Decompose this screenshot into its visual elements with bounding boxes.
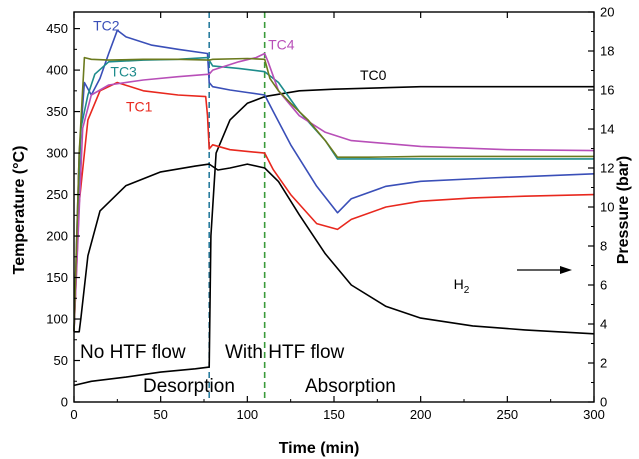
x-tick-label: 100 — [236, 407, 258, 422]
y2-tick-label: 10 — [600, 200, 614, 215]
x-axis-title: Time (min) — [279, 440, 360, 457]
y-tick-label: 150 — [46, 270, 68, 285]
y2-tick-label: 16 — [600, 83, 614, 98]
y-tick-label: 100 — [46, 312, 68, 327]
y-axis-title: Temperature (°C) — [11, 146, 28, 275]
y2-tick-label: 20 — [600, 5, 614, 20]
x-tick-label: 200 — [410, 407, 432, 422]
x-tick-label: 300 — [583, 407, 605, 422]
y2-tick-label: 4 — [600, 317, 607, 332]
y-tick-label: 50 — [54, 353, 68, 368]
series-line-tc0 — [73, 85, 594, 387]
y2-tick-label: 6 — [600, 278, 607, 293]
x-tick-label: 250 — [496, 407, 518, 422]
axes-layer: 0 50 100 150 200 250 3000501001502002503003504… — [46, 5, 614, 423]
y-tick-label: 350 — [46, 104, 68, 119]
series-label-tc3: TC3 — [110, 64, 137, 80]
series-line-tc2 — [73, 29, 595, 332]
annotation-with-htf-flow: With HTF flow — [225, 342, 345, 363]
x-tick-label: 0 — [70, 407, 77, 422]
y-tick-label: 200 — [46, 229, 68, 244]
y2-tick-label: 18 — [600, 44, 614, 59]
series-label-tc0: TC0 — [360, 67, 387, 83]
y-tick-label: 450 — [46, 21, 68, 36]
x-tick-label: 150 — [323, 407, 345, 422]
h2-arrow — [517, 266, 572, 274]
y-tick-label: 400 — [46, 63, 68, 78]
y2-tick-label: 0 — [600, 395, 607, 410]
series-layer — [73, 29, 595, 387]
y-tick-label: 250 — [46, 187, 68, 202]
series-line-tc4 — [73, 52, 595, 332]
y-tick-label: 300 — [46, 146, 68, 161]
annotation-absorption: Absorption — [305, 376, 396, 397]
annotation-no-htf-flow: No HTF flow — [80, 342, 186, 363]
annotation-desorption: Desorption — [143, 376, 235, 397]
series-label-tc4: TC4 — [268, 36, 295, 52]
y2-tick-label: 8 — [600, 239, 607, 254]
y2-tick-label: 14 — [600, 122, 614, 137]
series-line-tc1 — [73, 81, 595, 332]
series-label-tc1: TC1 — [126, 99, 153, 115]
series-line-h — [74, 163, 595, 335]
series-line-tc3 — [73, 56, 594, 332]
y2-axis-title: Pressure (bar) — [615, 156, 632, 265]
series-label-h2: H2 — [454, 276, 470, 296]
series-label-tc2: TC2 — [93, 17, 120, 33]
y-tick-label: 0 — [61, 395, 68, 410]
x-tick-label: 50 — [153, 407, 167, 422]
y2-tick-label: 2 — [600, 356, 607, 371]
series-line-series5 — [73, 56, 594, 332]
y2-tick-label: 12 — [600, 161, 614, 176]
series-label-h2-subscript: 2 — [464, 285, 470, 296]
